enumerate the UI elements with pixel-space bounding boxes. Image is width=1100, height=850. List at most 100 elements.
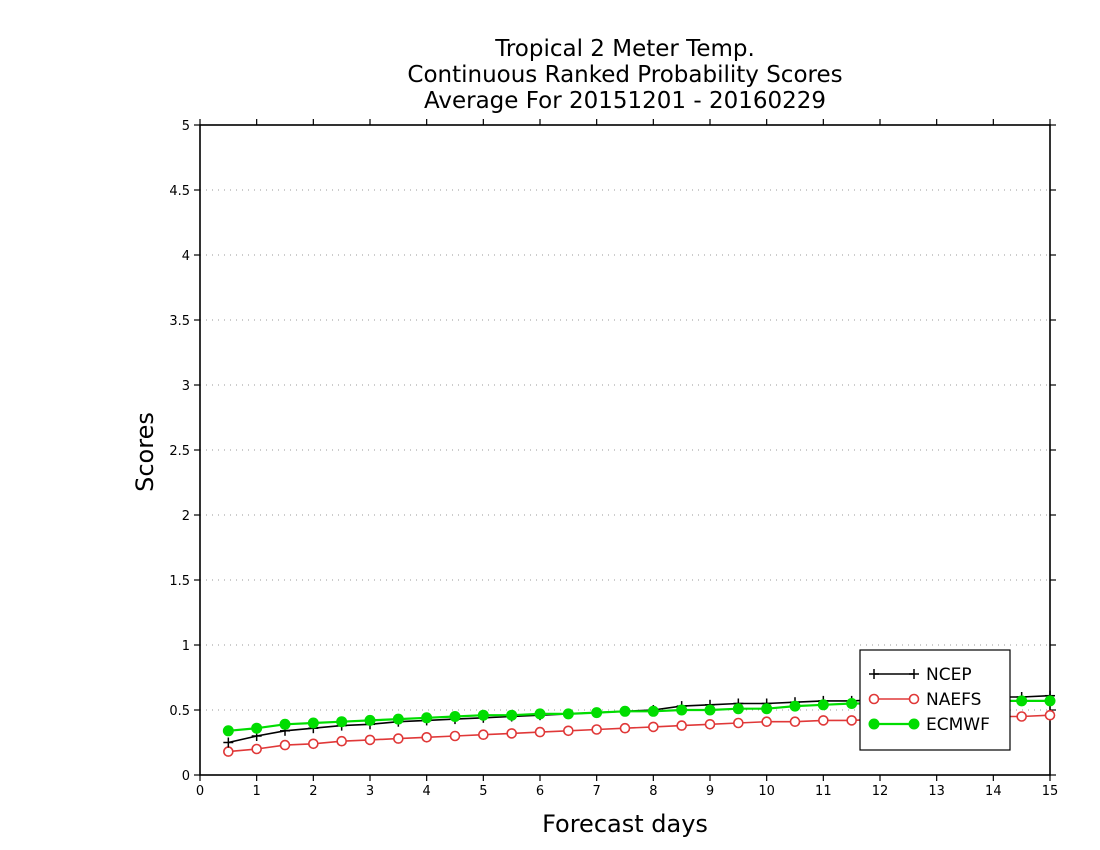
x-tick-label: 13 <box>928 784 945 799</box>
data-point-ecmwf <box>534 708 546 720</box>
data-point-naefs <box>364 734 376 746</box>
x-tick-label: 5 <box>479 784 487 799</box>
data-point-ecmwf <box>676 704 688 716</box>
data-point-ecmwf <box>761 703 773 715</box>
x-tick-label: 0 <box>196 784 204 799</box>
legend-item-ecmwf: ECMWF <box>868 715 990 735</box>
data-point-naefs <box>1016 711 1027 722</box>
legend-box <box>859 649 1011 751</box>
y-tick-label: 0.5 <box>169 704 190 719</box>
x-tick-label: 15 <box>1042 784 1059 799</box>
legend-marker <box>868 693 880 705</box>
data-point-naefs <box>449 730 461 742</box>
y-tick-label: 1.5 <box>169 574 190 589</box>
chart-title-line-3: Average For 20151201 - 20160229 <box>423 88 827 114</box>
data-point-ecmwf <box>222 725 234 737</box>
y-tick-label: 4 <box>182 249 190 264</box>
data-point-naefs <box>761 716 772 728</box>
data-point-naefs <box>733 717 744 729</box>
data-point-naefs <box>336 735 347 747</box>
data-point-ecmwf <box>562 708 574 720</box>
x-tick-label: 9 <box>706 784 714 799</box>
y-tick-label: 4.5 <box>169 184 190 199</box>
legend-marker <box>869 669 879 679</box>
data-point-naefs <box>704 718 716 730</box>
data-point-ecmwf <box>392 713 404 725</box>
data-point-naefs <box>846 715 857 726</box>
data-point-naefs <box>648 721 659 733</box>
x-tick-label: 3 <box>366 784 374 799</box>
x-axis-title: Forecast days <box>542 810 708 838</box>
legend-item-naefs: NAEFS <box>868 690 981 710</box>
data-point-ecmwf <box>449 711 461 722</box>
chart-title-line-2: Continuous Ranked Probability Scores <box>407 62 843 88</box>
data-point-naefs <box>421 731 432 743</box>
x-tick-label: 8 <box>649 784 657 799</box>
y-tick-label: 5 <box>182 119 190 134</box>
data-point-ecmwf <box>846 698 858 709</box>
data-point-ecmwf <box>279 718 291 730</box>
x-tick-label: 6 <box>536 784 544 799</box>
data-point-ecmwf <box>251 722 263 734</box>
data-point-naefs <box>223 746 234 757</box>
data-point-naefs <box>818 715 829 726</box>
x-tick-label: 2 <box>309 784 317 799</box>
data-point-ncep <box>223 737 234 748</box>
data-point-naefs <box>279 739 291 751</box>
data-point-ecmwf <box>1016 695 1028 707</box>
y-tick-label: 3.5 <box>169 314 190 329</box>
legend-marker <box>868 718 880 730</box>
data-point-ecmwf <box>1044 695 1056 707</box>
data-point-naefs <box>591 724 602 735</box>
grid-lines <box>200 189 1050 711</box>
data-point-naefs <box>534 726 546 738</box>
data-point-ecmwf <box>336 716 348 728</box>
y-tick-label: 0 <box>182 769 190 784</box>
y-axis-title: Scores <box>131 412 159 492</box>
data-point-naefs <box>789 716 801 728</box>
data-point-ecmwf <box>732 703 744 715</box>
data-point-ecmwf <box>307 717 319 729</box>
legend: NCEP NAEFS ECMWF <box>859 649 1011 751</box>
y-tick-label: 3 <box>182 379 190 394</box>
legend-marker <box>908 718 920 730</box>
x-tick-label: 12 <box>872 784 889 799</box>
data-point-ecmwf <box>364 714 376 726</box>
data-point-ecmwf <box>789 700 801 712</box>
chart-title-line-1: Tropical 2 Meter Temp. <box>495 36 755 62</box>
x-tick-label: 11 <box>815 784 832 799</box>
legend-label: NAEFS <box>926 690 981 710</box>
data-point-naefs <box>393 733 404 744</box>
data-point-ecmwf <box>506 709 518 721</box>
data-point-naefs <box>676 720 687 731</box>
data-point-naefs <box>1044 709 1056 721</box>
data-point-naefs <box>308 738 319 750</box>
legend-label: ECMWF <box>926 715 990 735</box>
legend-item-ncep: NCEP <box>869 665 972 685</box>
data-point-naefs <box>478 729 489 741</box>
data-point-naefs <box>251 743 262 755</box>
data-point-ecmwf <box>817 699 829 711</box>
data-point-ecmwf <box>704 704 716 716</box>
y-tick-label: 2.5 <box>169 444 190 459</box>
axes: 00.511.522.533.544.550 1 2 3 4 5 6 7 8 9 10 11 12 13 1… <box>169 119 1058 799</box>
x-tick-label: 10 <box>758 784 775 799</box>
data-point-naefs <box>563 725 574 737</box>
data-point-ecmwf <box>647 705 659 717</box>
data-point-naefs <box>619 722 631 734</box>
data-point-ecmwf <box>591 707 603 719</box>
data-point-ecmwf <box>619 705 631 717</box>
legend-marker <box>908 693 920 705</box>
legend-marker <box>909 669 919 679</box>
x-tick-label: 1 <box>253 784 261 799</box>
y-tick-label: 2 <box>182 509 190 524</box>
data-point-ecmwf <box>477 709 489 721</box>
x-tick-label: 7 <box>593 784 601 799</box>
data-point-naefs <box>506 728 517 739</box>
x-tick-label: 4 <box>423 784 431 799</box>
x-tick-label: 14 <box>985 784 1002 799</box>
data-point-ecmwf <box>421 712 433 724</box>
legend-label: NCEP <box>926 665 972 685</box>
y-tick-label: 1 <box>182 639 190 654</box>
